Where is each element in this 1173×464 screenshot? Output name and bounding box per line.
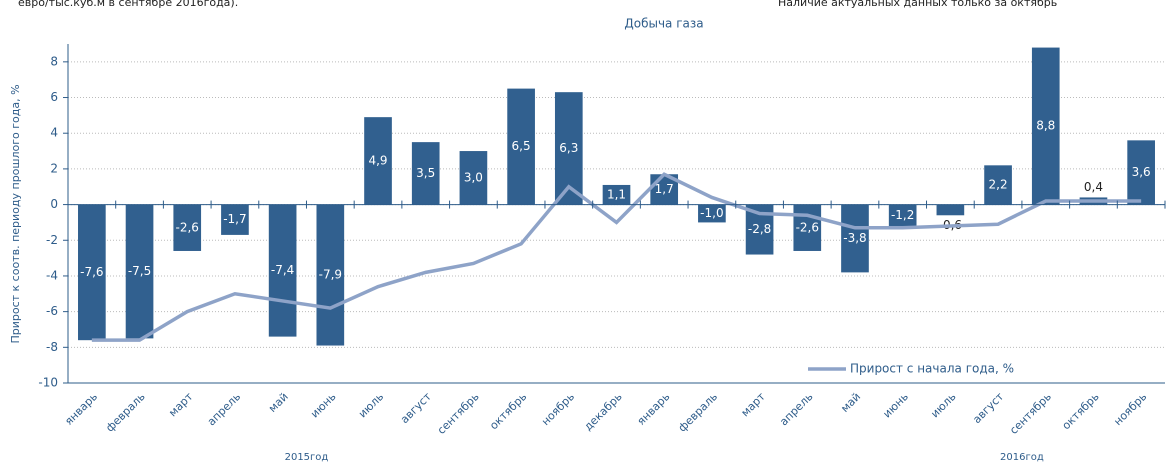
x-tick-label: декабрь	[582, 390, 625, 433]
x-tick-label: август	[398, 390, 434, 426]
data-label: 6,3	[559, 141, 578, 155]
bar	[173, 204, 202, 251]
data-label: -7,5	[128, 264, 151, 278]
x-tick-label: май	[266, 390, 291, 415]
y-tick-label: -4	[46, 268, 58, 282]
data-label: -2,8	[748, 222, 771, 236]
data-label: -2,6	[176, 220, 199, 234]
x-tick-label: сентябрь	[435, 390, 482, 437]
x-tick-label: сентябрь	[1007, 390, 1054, 437]
data-label: -7,6	[80, 265, 103, 279]
bar	[984, 165, 1012, 205]
group-label: 2016год	[1000, 452, 1044, 463]
bar	[888, 204, 917, 226]
x-tick-label: ноябрь	[1111, 390, 1149, 428]
bar	[507, 88, 535, 205]
data-label: -1,7	[223, 212, 246, 226]
header-note: Наличие актуальных данных только за октя…	[778, 0, 1057, 9]
bar	[78, 204, 106, 341]
group-label: 2015год	[285, 452, 329, 463]
data-label: 0,4	[1084, 180, 1103, 194]
y-tick-label: 6	[50, 90, 58, 104]
line	[91, 172, 1142, 342]
y-axis-label: Прирост к соотв. периоду прошлого года, …	[9, 84, 22, 343]
x-tick-label: июнь	[880, 390, 910, 420]
y-tick-label: 4	[50, 126, 58, 140]
x-tick-label: июль	[928, 390, 958, 420]
data-label: 3,6	[1132, 165, 1151, 179]
x-tick-label: ноябрь	[539, 390, 577, 428]
y-tick-label: 0	[50, 197, 58, 211]
data-label: -7,4	[271, 263, 294, 277]
y-tick-label: -8	[46, 340, 58, 354]
chart-title: Добыча газа	[624, 17, 703, 31]
bar	[1127, 140, 1155, 205]
data-label: 3,5	[416, 166, 435, 180]
x-tick-label: февраль	[103, 390, 147, 434]
data-label: -2,6	[796, 220, 819, 234]
legend-label: Прирост с начала года, %	[850, 362, 1014, 376]
x-tick-label: август	[970, 390, 1006, 426]
bar	[459, 151, 488, 205]
bar	[411, 142, 440, 205]
x-tick-label: май	[838, 390, 863, 415]
x-tick-label: июнь	[308, 390, 338, 420]
x-tick-label: апрель	[777, 390, 815, 428]
y-tick-label: 8	[50, 54, 58, 68]
bar	[125, 204, 154, 339]
bar	[316, 204, 345, 346]
y-tick-label: -10	[38, 376, 58, 390]
bar	[1031, 47, 1060, 205]
bar	[602, 184, 631, 205]
data-label: 6,5	[512, 139, 531, 153]
x-tick-label: январь	[62, 390, 100, 428]
bar	[698, 204, 726, 223]
data-label: -1,0	[700, 206, 723, 220]
bar	[268, 204, 297, 337]
bar	[936, 204, 965, 216]
y-tick-label: 2	[50, 161, 58, 175]
data-label: 1,1	[607, 187, 626, 201]
data-label: 4,9	[368, 153, 387, 167]
x-tick-label: октябрь	[1060, 390, 1102, 432]
x-tick-label: март	[739, 390, 769, 420]
data-label: 2,2	[989, 177, 1008, 191]
data-label: 1,7	[655, 182, 674, 196]
x-tick-label: январь	[635, 390, 673, 428]
data-label: -7,9	[319, 268, 342, 282]
data-label: 3,0	[464, 170, 483, 184]
y-tick-label: -2	[46, 233, 58, 247]
x-tick-label: октябрь	[487, 390, 529, 432]
data-label: -3,8	[843, 231, 866, 245]
bar	[364, 117, 392, 205]
data-label: -1,2	[891, 208, 914, 222]
data-label: 8,8	[1036, 119, 1055, 133]
bar	[221, 204, 249, 235]
bar	[793, 204, 822, 251]
x-tick-label: июль	[356, 390, 386, 420]
x-tick-label: март	[166, 390, 196, 420]
header-note: евро/тыс.куб.м в сентябре 2016года).	[18, 0, 238, 9]
x-tick-label: февраль	[676, 390, 720, 434]
x-tick-label: апрель	[205, 390, 243, 428]
bar	[841, 204, 869, 273]
y-tick-label: -6	[46, 304, 58, 318]
